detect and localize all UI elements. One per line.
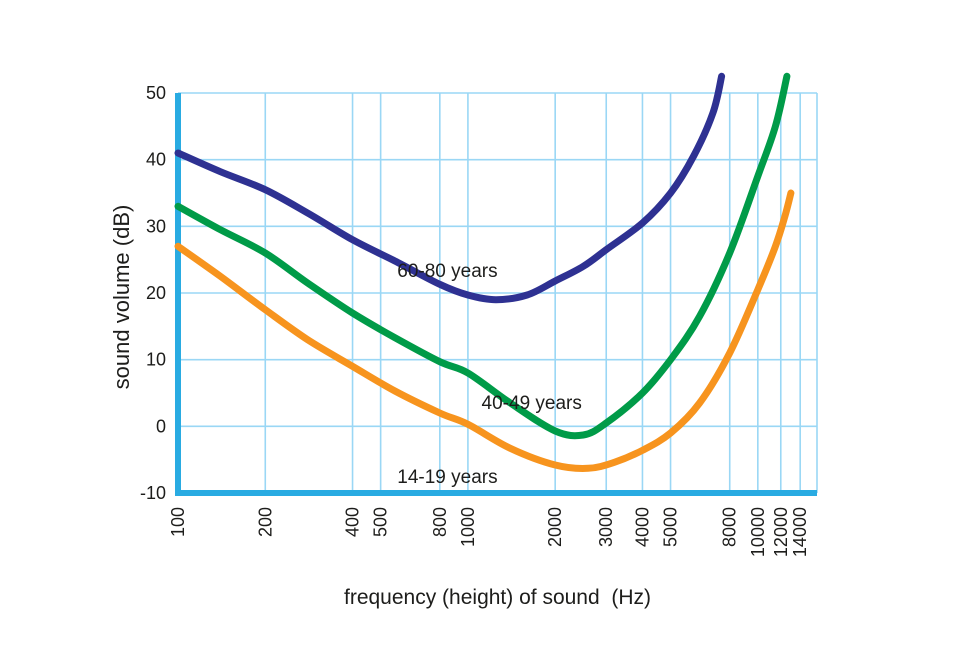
x-tick-label: 1000 — [458, 507, 478, 547]
x-tick-label: 10000 — [748, 507, 768, 557]
curve-14-19-years — [174, 189, 795, 472]
x-tick-label: 14000 — [790, 507, 810, 557]
x-tick-label: 4000 — [632, 507, 652, 547]
curve-60-80-years — [174, 72, 726, 304]
x-tick-label: 500 — [371, 507, 391, 537]
x-tick-label: 5000 — [661, 507, 681, 547]
y-tick-label: 0 — [156, 416, 166, 436]
curve-label-60-80-years: 60-80 years — [397, 261, 497, 282]
x-tick-label: 8000 — [720, 507, 740, 547]
curve-label-14-19-years: 14-19 years — [397, 467, 497, 488]
x-tick-label: 2000 — [545, 507, 565, 547]
y-axis-title: sound volume (dB) — [109, 204, 134, 390]
x-tick-label: 12000 — [771, 507, 791, 557]
y-tick-label: 20 — [146, 283, 166, 303]
x-tick-label: 200 — [255, 507, 275, 537]
x-tick-label: 100 — [168, 507, 188, 537]
x-axis-title: frequency (height) of sound (Hz) — [344, 586, 651, 609]
y-tick-label: 30 — [146, 216, 166, 236]
curve-label-40-49-years: 40-49 years — [482, 393, 582, 414]
x-tick-label: 400 — [343, 507, 363, 537]
y-tick-label: 10 — [146, 350, 166, 370]
y-tick-label: 50 — [146, 83, 166, 103]
y-tick-label: 40 — [146, 150, 166, 170]
x-tick-label: 800 — [430, 507, 450, 537]
curve-40-49-years — [174, 72, 791, 440]
x-tick-label: 3000 — [596, 507, 616, 547]
y-tick-label: -10 — [140, 483, 166, 503]
